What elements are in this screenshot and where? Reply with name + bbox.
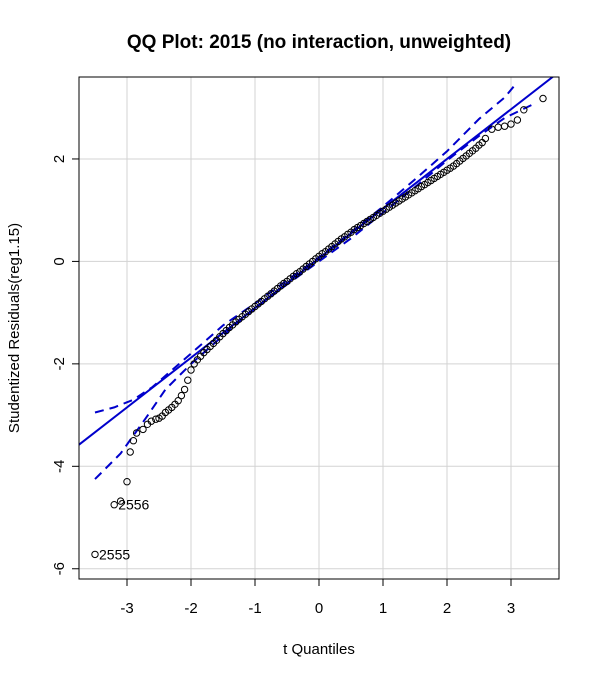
data-point — [110, 501, 118, 509]
envelope-upper — [94, 81, 519, 414]
data-point — [488, 125, 496, 133]
x-tick-label: -1 — [248, 600, 261, 617]
x-tick-label: 1 — [379, 600, 387, 617]
point-label: 2556 — [118, 497, 149, 513]
grid-lines — [79, 77, 559, 579]
data-point — [126, 448, 134, 456]
y-tick-label: 0 — [51, 257, 68, 265]
data-point — [123, 478, 131, 486]
x-tick-label: 0 — [315, 600, 323, 617]
data-point — [174, 397, 182, 405]
data-point — [116, 497, 125, 505]
x-axis-label: t Quantiles — [283, 641, 355, 658]
data-point — [187, 366, 195, 374]
data-point — [129, 437, 138, 445]
y-tick-label: 2 — [51, 155, 68, 163]
chart-title: QQ Plot: 2015 (no interaction, unweighte… — [127, 32, 511, 53]
data-point — [539, 94, 547, 103]
data-point — [507, 120, 515, 128]
data-point — [184, 376, 192, 384]
y-tick-label: -4 — [51, 460, 68, 473]
data-point — [513, 116, 522, 124]
data-point — [520, 106, 528, 114]
y-tick-label: -6 — [51, 562, 68, 575]
envelope-lower — [94, 101, 538, 480]
x-tick-label: -2 — [184, 600, 197, 617]
data-point — [91, 550, 99, 559]
data-point — [180, 385, 189, 394]
confidence-envelope — [94, 81, 538, 480]
y-axis-label: Studentized Residuals(reg1.15) — [6, 223, 23, 433]
y-tick-label: -2 — [51, 357, 68, 370]
data-point — [147, 417, 156, 425]
x-tick-label: 2 — [443, 600, 451, 617]
data-point — [139, 425, 147, 434]
x-tick-label: -3 — [120, 600, 133, 617]
data-point — [132, 429, 141, 437]
x-tick-label: 3 — [507, 600, 515, 617]
data-point — [152, 415, 160, 423]
data-point — [481, 134, 490, 143]
point-labels: 2556 2555 — [99, 497, 150, 563]
data-point — [177, 391, 186, 400]
data-point — [500, 122, 509, 130]
y-axis: -6 -4 -2 0 2 — [51, 155, 79, 575]
data-points — [91, 94, 547, 559]
x-axis: -3 -2 -1 0 1 2 3 — [120, 579, 515, 617]
data-point — [494, 123, 502, 131]
point-label: 2555 — [99, 546, 130, 562]
